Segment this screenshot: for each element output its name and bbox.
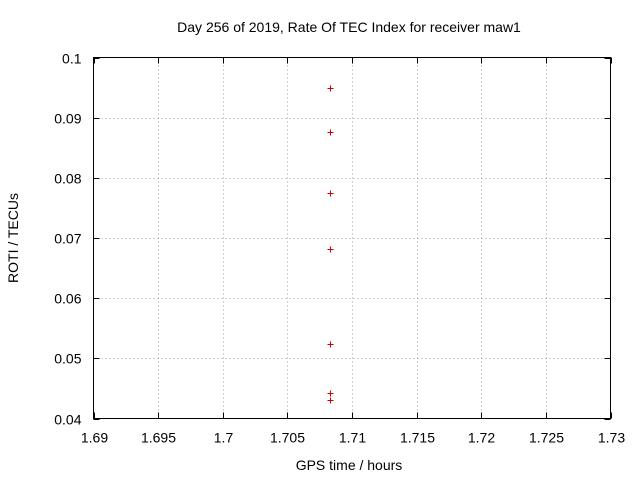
y-tick-label: 0.06 [54,291,81,307]
y-tick-label: 0.09 [54,111,81,127]
grid-layer [93,57,611,419]
tick-layer [93,57,612,420]
x-tick-label: 1.7 [214,430,234,446]
y-tick-label: 0.04 [54,412,81,428]
x-tick-label: 1.725 [529,430,564,446]
y-tick-labels: 0.04 0.05 0.06 0.07 0.08 0.09 0.1 [54,51,81,428]
x-axis-label: GPS time / hours [296,457,403,473]
data-point [327,85,334,92]
data-points [327,85,334,404]
y-tick-label: 0.07 [54,231,81,247]
x-tick-label: 1.715 [400,430,435,446]
data-point [327,390,334,397]
x-tick-label: 1.705 [270,430,305,446]
y-tick-label: 0.08 [54,171,81,187]
y-tick-label: 0.1 [62,51,82,67]
data-point [327,246,334,253]
data-point [327,341,334,348]
data-point [327,129,334,136]
y-axis-label: ROTI / TECUs [5,193,21,283]
y-tick-label: 0.05 [54,351,81,367]
x-tick-label: 1.695 [141,430,176,446]
chart-title: Day 256 of 2019, Rate Of TEC Index for r… [177,19,521,35]
data-point [327,190,334,197]
x-tick-label: 1.69 [81,430,108,446]
x-tick-label: 1.72 [468,430,495,446]
x-tick-labels: 1.69 1.695 1.7 1.705 1.71 1.715 1.72 1.725 1.73 [81,430,625,446]
data-point [327,397,334,404]
x-tick-label: 1.71 [339,430,366,446]
x-tick-label: 1.73 [598,430,625,446]
